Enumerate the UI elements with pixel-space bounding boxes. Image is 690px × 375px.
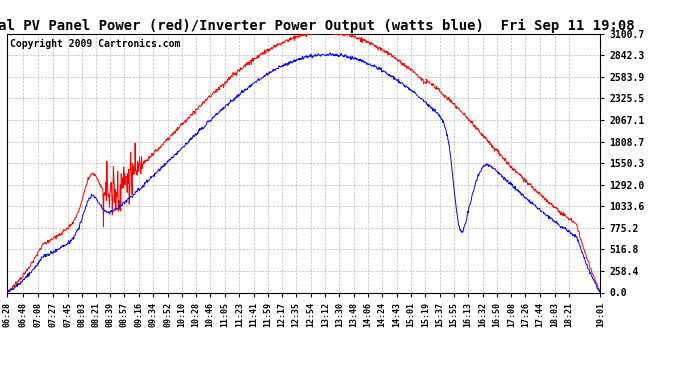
Title: Total PV Panel Power (red)/Inverter Power Output (watts blue)  Fri Sep 11 19:08: Total PV Panel Power (red)/Inverter Powe… bbox=[0, 18, 634, 33]
Text: Copyright 2009 Cartronics.com: Copyright 2009 Cartronics.com bbox=[10, 39, 180, 49]
